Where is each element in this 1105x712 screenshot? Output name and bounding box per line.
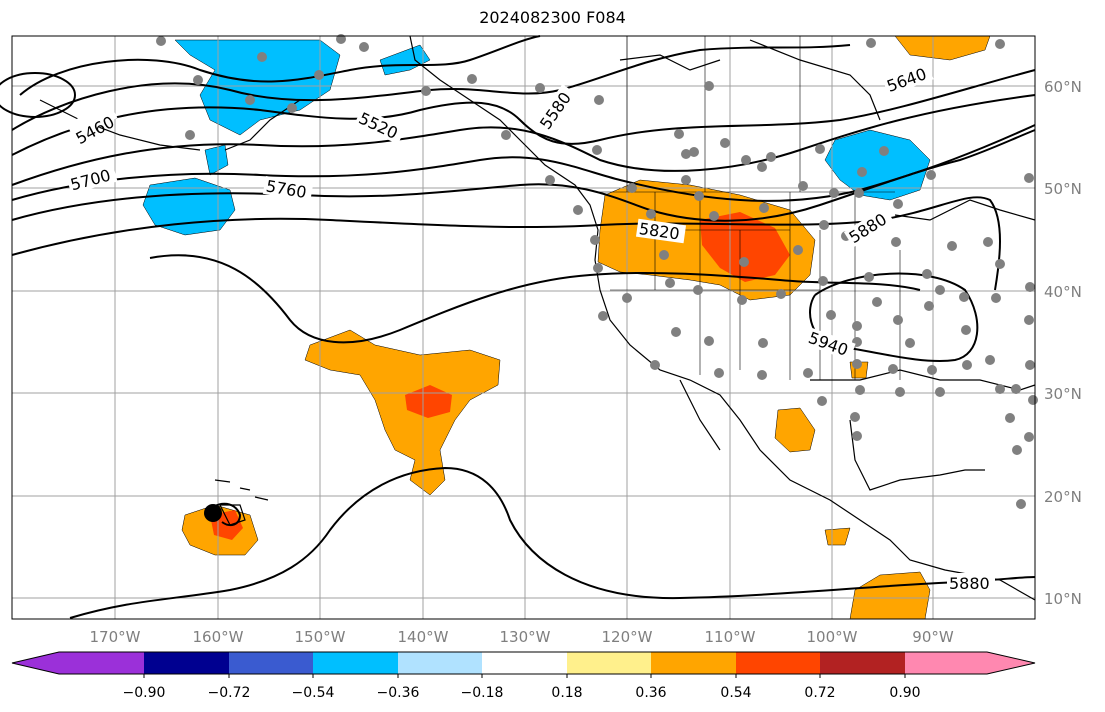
colorbar-tick: 0.54 — [720, 685, 751, 701]
lat-label: 20°N — [1044, 488, 1082, 506]
colorbar-tick: −0.36 — [377, 685, 420, 701]
lon-label: 150°W — [295, 628, 346, 646]
lon-label: 120°W — [602, 628, 653, 646]
latitude-labels: 60°N 50°N 40°N 30°N 20°N 10°N — [1044, 78, 1082, 608]
colorbar-segment — [313, 652, 398, 674]
lat-label: 50°N — [1044, 180, 1082, 198]
positive-anomaly-mid-pacific — [304, 329, 501, 496]
positive-anomaly-mexico — [774, 407, 816, 453]
lon-label: 170°W — [90, 628, 141, 646]
lat-label: 40°N — [1044, 283, 1082, 301]
colorbar-tick: −0.54 — [292, 685, 335, 701]
colorbar-segment — [905, 652, 987, 674]
lon-label: 130°W — [500, 628, 551, 646]
colorbar-segment — [736, 652, 820, 674]
lon-label: 90°W — [912, 628, 954, 646]
colorbar-segment — [398, 652, 482, 674]
colorbar: −0.90 −0.72 −0.54 −0.36 −0.18 0.18 0.36 … — [11, 651, 1036, 701]
colorbar-segment — [482, 652, 567, 674]
colorbar-tick: 0.18 — [551, 685, 582, 701]
colorbar-extend-high — [987, 652, 1035, 674]
lon-label: 140°W — [398, 628, 449, 646]
colorbar-segment — [567, 652, 651, 674]
colorbar-tick: 0.72 — [804, 685, 835, 701]
colorbar-segment — [144, 652, 229, 674]
lat-label: 10°N — [1044, 590, 1082, 608]
lon-label: 100°W — [807, 628, 858, 646]
colorbar-extend-low — [12, 652, 59, 674]
positive-anomaly-west-us-core — [700, 212, 790, 282]
lon-label: 160°W — [193, 628, 244, 646]
longitude-labels: 170°W 160°W 150°W 140°W 130°W 120°W 110°… — [90, 628, 954, 646]
negative-anomaly-alaska — [174, 39, 341, 136]
storm-marker — [204, 504, 222, 522]
contour-label: 5880 — [949, 574, 990, 593]
colorbar-tick: −0.90 — [123, 685, 166, 701]
colorbar-tick: 0.90 — [889, 685, 920, 701]
map-frame — [11, 35, 1036, 620]
lat-label: 30°N — [1044, 385, 1082, 403]
colorbar-tick: 0.36 — [635, 685, 666, 701]
colorbar-segment — [59, 652, 144, 674]
map-title: 2024082300 F084 — [479, 8, 626, 27]
height-contours — [0, 35, 1036, 619]
positive-anomaly-pacific-small — [824, 527, 851, 546]
colorbar-segment — [229, 652, 313, 674]
lat-label: 60°N — [1044, 78, 1082, 96]
colorbar-tick: −0.72 — [208, 685, 251, 701]
colorbar-segment — [820, 652, 905, 674]
colorbar-segment — [651, 652, 736, 674]
lon-label: 110°W — [705, 628, 756, 646]
colorbar-tick: −0.18 — [461, 685, 504, 701]
